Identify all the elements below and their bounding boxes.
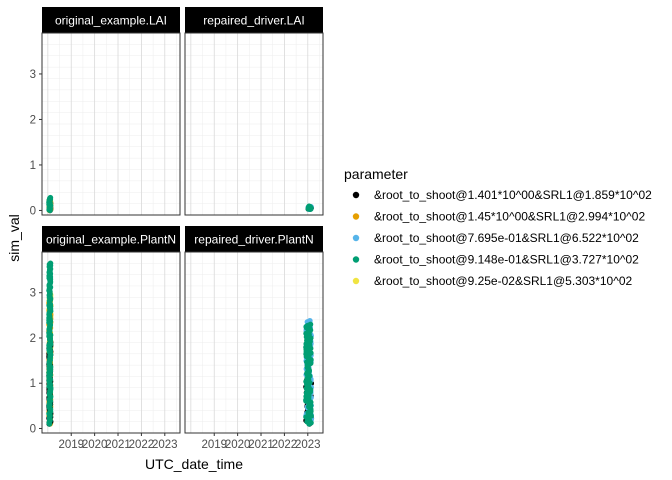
- legend-label: &root_to_shoot@9.25e-02&SRL1@5.303*10^02: [374, 274, 633, 288]
- legend: parameter &root_to_shoot@1.401*10^00&SRL…: [344, 166, 652, 288]
- facet-panel: original_example.PlantN: [41, 226, 181, 434]
- x-tick-label: 2019: [58, 439, 84, 451]
- axes-layer: sim_val UTC_date_time 012301232019202020…: [6, 69, 321, 472]
- data-point: [47, 194, 54, 201]
- facet-strip: [185, 7, 323, 33]
- panel-border: [41, 32, 181, 216]
- legend-entry: &root_to_shoot@1.401*10^00&SRL1@1.859*10…: [352, 188, 652, 202]
- y-tick-label: 3: [30, 69, 36, 81]
- facet-panel: repaired_driver.PlantN: [184, 226, 324, 434]
- x-tick-label: 2020: [82, 439, 108, 451]
- x-tick-label: 2021: [248, 439, 274, 451]
- x-tick-label: 2023: [152, 439, 178, 451]
- facet-strip-label: repaired_driver.LAI: [203, 14, 304, 28]
- data-point: [47, 260, 54, 267]
- legend-entry: &root_to_shoot@9.25e-02&SRL1@5.303*10^02: [352, 274, 633, 288]
- y-tick-label: 1: [30, 378, 36, 390]
- data-points: [303, 317, 315, 427]
- x-tick-label: 2022: [272, 439, 298, 451]
- x-tick-label: 2023: [295, 439, 321, 451]
- facet-strip-label: original_example.LAI: [55, 14, 167, 28]
- x-axis-title: UTC_date_time: [145, 456, 243, 472]
- legend-label: &root_to_shoot@1.45*10^00&SRL1@2.994*10^…: [374, 210, 645, 224]
- x-tick-label: 2020: [225, 439, 251, 451]
- legend-label: &root_to_shoot@9.148e-01&SRL1@3.727*10^0…: [374, 253, 639, 267]
- data-point: [307, 321, 314, 328]
- y-tick-label: 1: [30, 160, 36, 172]
- data-point: [306, 203, 312, 210]
- facet-strip: [42, 226, 180, 252]
- legend-swatch: [352, 277, 360, 285]
- x-tick-label: 2021: [105, 439, 131, 451]
- y-axis-title: sim_val: [6, 214, 22, 261]
- legend-entry: &root_to_shoot@7.695e-01&SRL1@6.522*10^0…: [352, 231, 639, 245]
- data-points: [305, 203, 314, 212]
- legend-swatch: [352, 191, 360, 199]
- legend-title: parameter: [344, 166, 408, 182]
- facet-strip-label: repaired_driver.PlantN: [194, 233, 313, 247]
- panel-border: [184, 251, 324, 434]
- facet-panel: repaired_driver.LAI: [184, 7, 324, 216]
- facet-strip: [185, 226, 323, 252]
- y-tick-label: 3: [30, 288, 36, 300]
- legend-swatch: [352, 256, 360, 263]
- facet-strip: [42, 7, 180, 33]
- x-tick-label: 2019: [201, 439, 227, 451]
- panels-layer: original_example.LAI repaired_driver.LAIo…: [41, 7, 324, 434]
- legend-entry: &root_to_shoot@9.148e-01&SRL1@3.727*10^0…: [352, 253, 639, 267]
- panel-border: [41, 251, 181, 434]
- y-tick-label: 2: [30, 114, 36, 126]
- legend-swatch: [352, 213, 360, 220]
- x-tick-label: 2022: [129, 439, 155, 451]
- y-tick-label: 2: [30, 333, 36, 345]
- facet-strip-label: original_example.PlantN: [46, 233, 176, 247]
- data-points: [46, 194, 54, 214]
- facet-panel: original_example.LAI: [41, 7, 181, 216]
- panel-border: [184, 32, 324, 216]
- data-points: [46, 260, 54, 427]
- legend-label: &root_to_shoot@1.401*10^00&SRL1@1.859*10…: [374, 188, 652, 202]
- y-tick-label: 0: [30, 423, 36, 435]
- legend-label: &root_to_shoot@7.695e-01&SRL1@6.522*10^0…: [374, 231, 639, 245]
- legend-entry: &root_to_shoot@1.45*10^00&SRL1@2.994*10^…: [352, 210, 645, 224]
- y-tick-label: 0: [30, 205, 36, 217]
- legend-swatch: [352, 234, 360, 242]
